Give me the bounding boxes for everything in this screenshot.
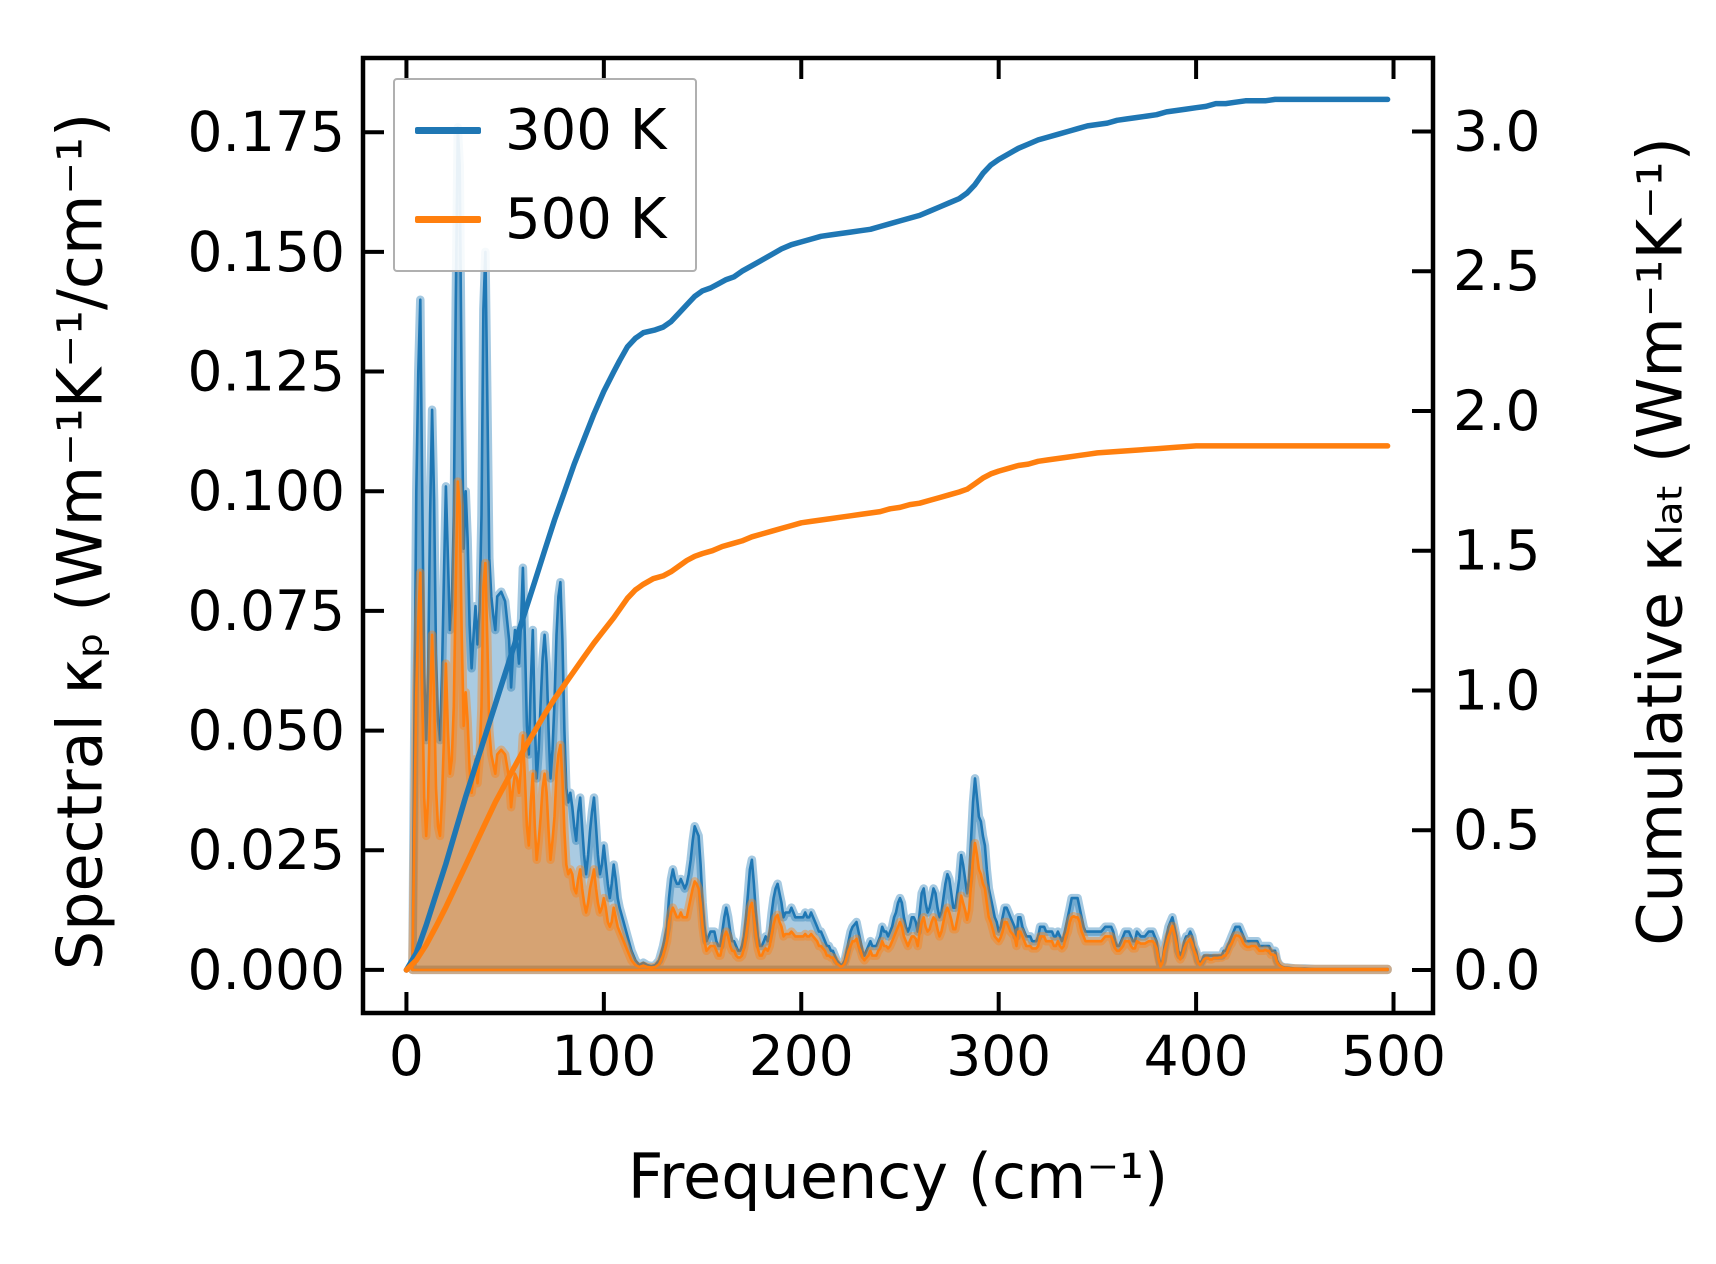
y-axis-label-left: Spectral κₚ (Wm⁻¹K⁻¹/cm⁻¹) [43, 112, 117, 971]
spectral_500K-area [412, 481, 1388, 970]
y-tick-label-left: 0.000 [188, 938, 345, 1002]
y-tick-label-left: 0.050 [188, 699, 345, 763]
y-tick-label-right: 0.5 [1453, 798, 1540, 862]
x-tick-label: 300 [946, 1024, 1051, 1088]
cumulative_300K-line [403, 96, 1391, 973]
y-tick-label-right: 0.0 [1453, 938, 1540, 1002]
x-axis-label: Frequency (cm⁻¹) [627, 1140, 1169, 1213]
spectral_300K-line [411, 126, 1389, 972]
x-tick-label: 400 [1144, 1024, 1249, 1088]
x-tick-label: 100 [551, 1024, 656, 1088]
plot-area [360, 55, 1436, 1016]
legend-swatch-500k-line [415, 216, 481, 223]
legend-item-500k: 500 K [395, 186, 695, 252]
y-tick-label-right: 3.0 [1453, 100, 1540, 164]
spectral_500K-line [411, 480, 1389, 972]
y-tick-label-left: 0.025 [188, 818, 345, 882]
y-axis-label-right: Cumulative κₗₐₜ (Wm⁻¹K⁻¹) [1623, 137, 1697, 946]
x-tick-label: 0 [389, 1024, 424, 1088]
y-tick-label-left: 0.175 [188, 100, 345, 164]
legend-label-300k: 300 K [505, 97, 667, 163]
y-tick-label-right: 2.0 [1453, 379, 1540, 443]
y-tick-label-left: 0.100 [188, 459, 345, 523]
legend-swatch-300k-line [415, 127, 481, 134]
y-tick-label-right: 1.0 [1453, 658, 1540, 722]
y-tick-label-left: 0.075 [188, 579, 345, 643]
y-tick-label-right: 2.5 [1453, 239, 1540, 303]
y-tick-label-left: 0.150 [188, 220, 345, 284]
cumulative_500K-line [403, 443, 1391, 973]
x-tick-label: 200 [749, 1024, 854, 1088]
legend-label-500k: 500 K [505, 186, 667, 252]
y-tick-label-right: 1.5 [1453, 519, 1540, 583]
y-tick-label-left: 0.125 [188, 340, 345, 404]
legend-item-300k: 300 K [395, 97, 695, 163]
x-tick-label: 500 [1341, 1024, 1446, 1088]
legend: 300 K 500 K [393, 78, 697, 272]
